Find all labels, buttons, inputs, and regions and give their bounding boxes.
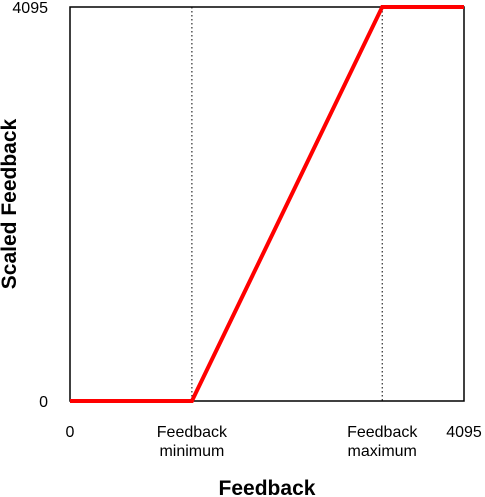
series-layer: [70, 5, 464, 403]
y-tick-label-0: 0: [39, 394, 48, 411]
x-tick-labels: 0 Feedback minimum Feedback maximum 4095: [66, 424, 482, 460]
series-line-0: [70, 5, 464, 403]
x-tick-label-1: Feedback minimum: [157, 424, 228, 460]
reference-lines: [191, 7, 383, 401]
y-axis-title: Scaled Feedback: [0, 118, 21, 289]
plot-area: [69, 6, 465, 402]
x-tick-label-3: 4095: [446, 424, 482, 441]
x-tick-label-0: 0: [66, 424, 75, 441]
y-tick-label-1: 4095: [12, 0, 48, 17]
x-axis-title: Feedback: [219, 477, 316, 497]
x-tick-label-2: Feedback maximum: [347, 424, 418, 460]
y-tick-labels: 0 4095: [12, 0, 48, 411]
